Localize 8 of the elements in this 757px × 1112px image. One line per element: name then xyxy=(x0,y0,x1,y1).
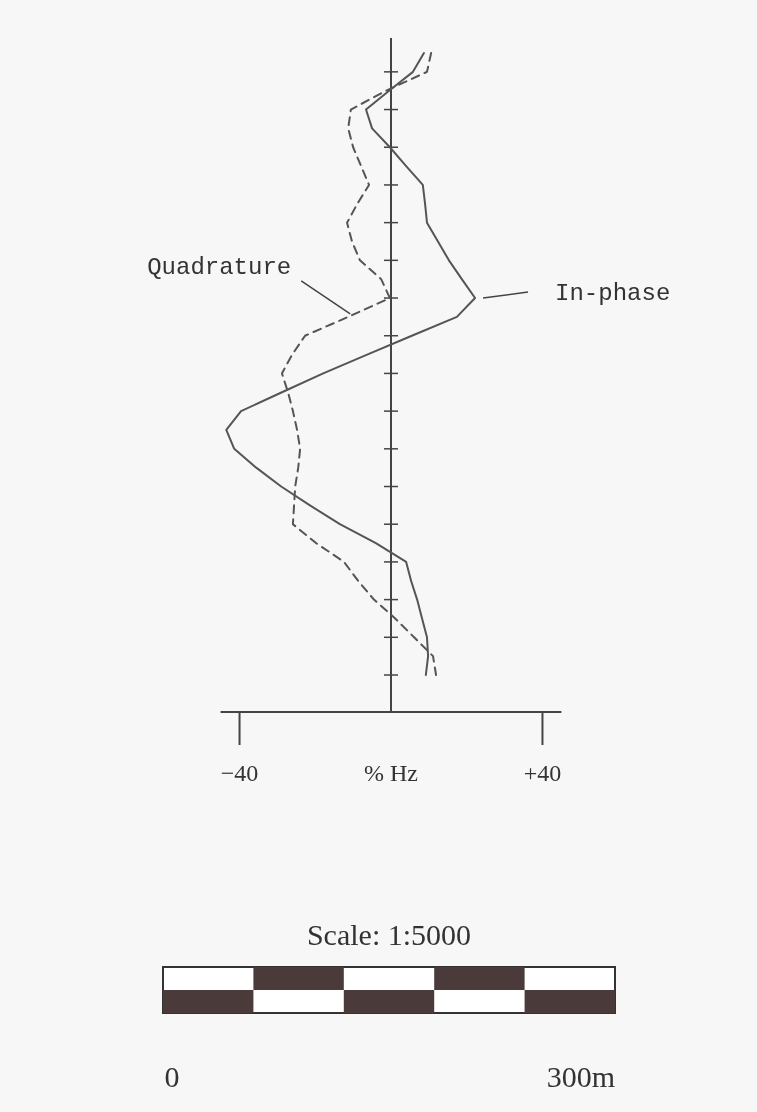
text: 0 xyxy=(164,1060,180,1093)
text: Scale: 1:5000 xyxy=(306,918,472,951)
text: In-phase xyxy=(555,280,671,308)
text: 300m xyxy=(546,1060,615,1093)
x-axis-title: % Hz xyxy=(364,760,418,786)
x-tick-label: −40 xyxy=(220,760,259,786)
text: Quadrature xyxy=(147,253,292,281)
x-tick-label: +40 xyxy=(523,760,562,786)
